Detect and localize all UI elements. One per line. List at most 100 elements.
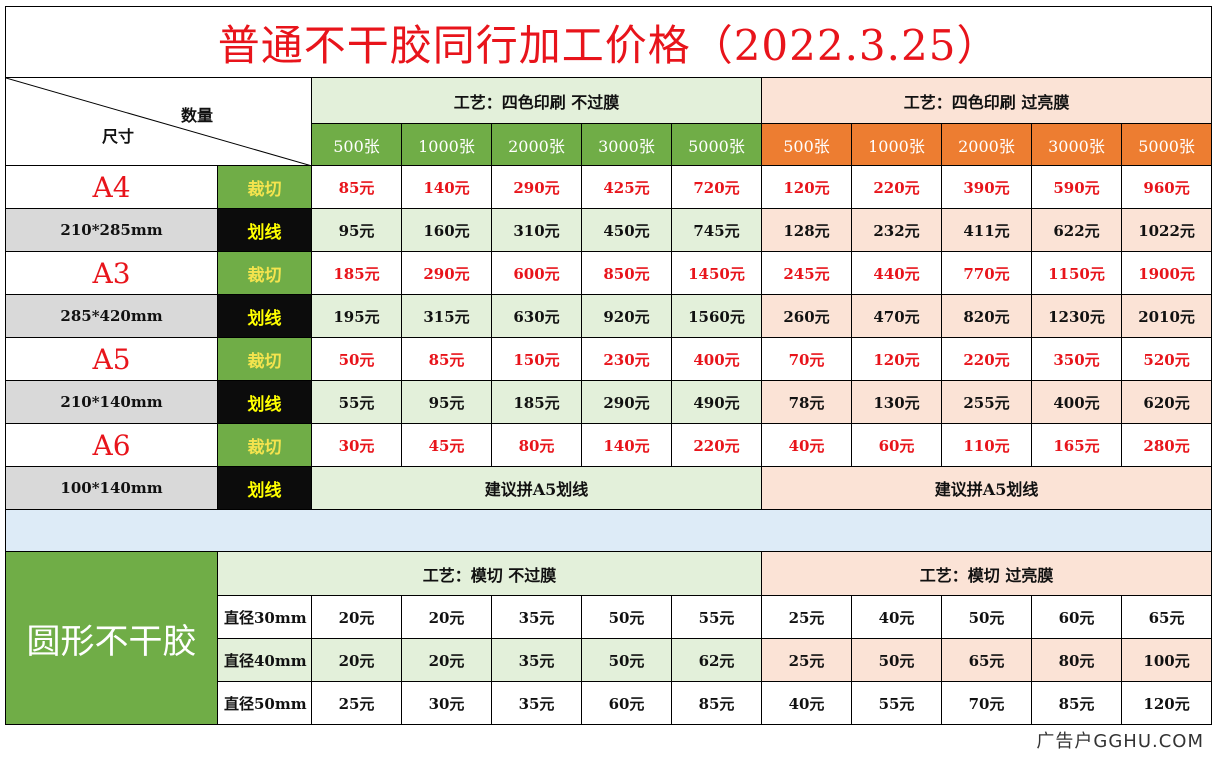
suggestion-film: 建议拼A5划线 (760, 466, 1213, 510)
diameter-label: 直径50mm (217, 681, 312, 725)
price-cell: 290元 (491, 165, 582, 209)
separator-band (4, 509, 1213, 552)
qty-header-film: 5000张 (1120, 123, 1213, 166)
price-cell: 230元 (581, 337, 672, 381)
price-cell: 1022元 (1120, 208, 1213, 252)
price-cell: 30元 (401, 681, 492, 725)
price-cell: 920元 (581, 294, 672, 338)
price-cell: 20元 (401, 595, 492, 639)
price-cell: 35元 (491, 681, 582, 725)
process-score-label: 划线 (217, 466, 312, 510)
paper-size-label: A3 (5, 251, 218, 295)
quantity-header-row: 500张 1000张 2000张 3000张 5000张 500张 1000张 2000张 30… (6, 123, 1213, 166)
price-cell: 128元 (761, 208, 852, 252)
process-film-header: 工艺：四色印刷 过亮膜 (760, 77, 1213, 124)
price-cell: 165元 (1031, 423, 1122, 467)
dimensions-label: 210*285mm (5, 208, 218, 252)
price-cell: 140元 (401, 165, 492, 209)
page-title: 普通不干胶同行加工价格（2022.3.25） (4, 6, 1213, 78)
price-cell: 50元 (941, 595, 1032, 639)
price-cell: 110元 (941, 423, 1032, 467)
size-row-cut: A6 裁切 30元 45元 80元 140元 220元 40元 60元 110元 165元 280元 (5, 423, 1213, 467)
qty-header-film: 2000张 (941, 123, 1032, 166)
price-cell: 220元 (671, 423, 762, 467)
price-cell: 425元 (581, 165, 672, 209)
watermark-text: 广告户GGHU.COM (1036, 731, 1204, 752)
price-cell: 80元 (1031, 638, 1122, 682)
size-row-score: 210*140mm 划线 55元 95元 185元 290元 490元 78元 130元 255元… (5, 380, 1213, 424)
price-cell: 50元 (581, 638, 672, 682)
price-cell: 620元 (1120, 380, 1213, 424)
price-cell: 20元 (311, 595, 402, 639)
qty-header-film: 3000张 (1031, 123, 1122, 166)
qty-header-no-film: 3000张 (581, 123, 672, 166)
paper-size-label: A4 (5, 165, 218, 209)
price-cell: 440元 (851, 251, 942, 295)
price-cell: 25元 (761, 638, 852, 682)
process-score-label: 划线 (217, 294, 312, 338)
price-cell: 55元 (671, 595, 762, 639)
price-cell: 630元 (491, 294, 582, 338)
price-cell: 65元 (941, 638, 1032, 682)
price-cell: 1450元 (671, 251, 762, 295)
qty-header-no-film: 1000张 (401, 123, 492, 166)
dimensions-label: 100*140mm (5, 466, 218, 510)
price-cell: 85元 (1031, 681, 1122, 725)
round-sticker-label: 圆形不干胶 (5, 551, 218, 725)
price-cell: 185元 (311, 251, 402, 295)
round-process-no-film: 工艺：模切 不过膜 (217, 551, 762, 596)
qty-header-no-film: 500张 (311, 123, 402, 166)
size-row-cut: A4 裁切 85元 140元 290元 425元 720元 120元 220元 390元 590元 9… (5, 165, 1213, 209)
price-cell: 745元 (671, 208, 762, 252)
size-label: 尺寸 (102, 127, 135, 146)
process-no-film-header: 工艺：四色印刷 不过膜 (311, 77, 762, 124)
price-cell: 350元 (1031, 337, 1122, 381)
price-cell: 520元 (1120, 337, 1213, 381)
process-cut-label: 裁切 (217, 251, 312, 295)
price-cell: 20元 (401, 638, 492, 682)
diameter-label: 直径40mm (217, 638, 312, 682)
price-cell: 232元 (851, 208, 942, 252)
corner-header: 数量 尺寸 (5, 77, 312, 166)
price-cell: 220元 (941, 337, 1032, 381)
price-cell: 220元 (851, 165, 942, 209)
round-price-row: 直径30mm 20元 20元 35元 50元 55元 25元 40元 50元 60元 65元 (6, 595, 1213, 639)
price-cell: 70元 (941, 681, 1032, 725)
price-cell: 195元 (311, 294, 402, 338)
price-cell: 40元 (761, 681, 852, 725)
price-cell: 40元 (851, 595, 942, 639)
price-cell: 60元 (581, 681, 672, 725)
price-cell: 245元 (761, 251, 852, 295)
separator-row (4, 509, 1213, 552)
process-cut-label: 裁切 (217, 165, 312, 209)
price-cell: 280元 (1120, 423, 1213, 467)
process-cut-label: 裁切 (217, 423, 312, 467)
price-cell: 720元 (671, 165, 762, 209)
suggestion-no-film: 建议拼A5划线 (311, 466, 762, 510)
price-cell: 30元 (311, 423, 402, 467)
price-cell: 160元 (401, 208, 492, 252)
price-cell: 100元 (1120, 638, 1213, 682)
price-cell: 390元 (941, 165, 1032, 209)
price-cell: 25元 (761, 595, 852, 639)
price-cell: 470元 (851, 294, 942, 338)
price-cell: 55元 (311, 380, 402, 424)
price-cell: 850元 (581, 251, 672, 295)
price-cell: 120元 (761, 165, 852, 209)
price-cell: 450元 (581, 208, 672, 252)
size-row-score: 100*140mm 划线 建议拼A5划线 建议拼A5划线 (5, 466, 1213, 510)
price-cell: 820元 (941, 294, 1032, 338)
price-cell: 600元 (491, 251, 582, 295)
price-cell: 60元 (1031, 595, 1122, 639)
diagonal-line (6, 78, 309, 165)
price-cell: 95元 (311, 208, 402, 252)
paper-size-label: A6 (5, 423, 218, 467)
price-cell: 50元 (311, 337, 402, 381)
price-cell: 150元 (491, 337, 582, 381)
price-cell: 590元 (1031, 165, 1122, 209)
diameter-label: 直径30mm (217, 595, 312, 639)
round-price-row: 直径50mm 25元 30元 35元 60元 85元 40元 55元 70元 85元 120元 (6, 681, 1213, 725)
price-cell: 55元 (851, 681, 942, 725)
price-cell: 20元 (311, 638, 402, 682)
round-price-row: 直径40mm 20元 20元 35元 50元 62元 25元 50元 65元 80元 100元 (6, 638, 1213, 682)
